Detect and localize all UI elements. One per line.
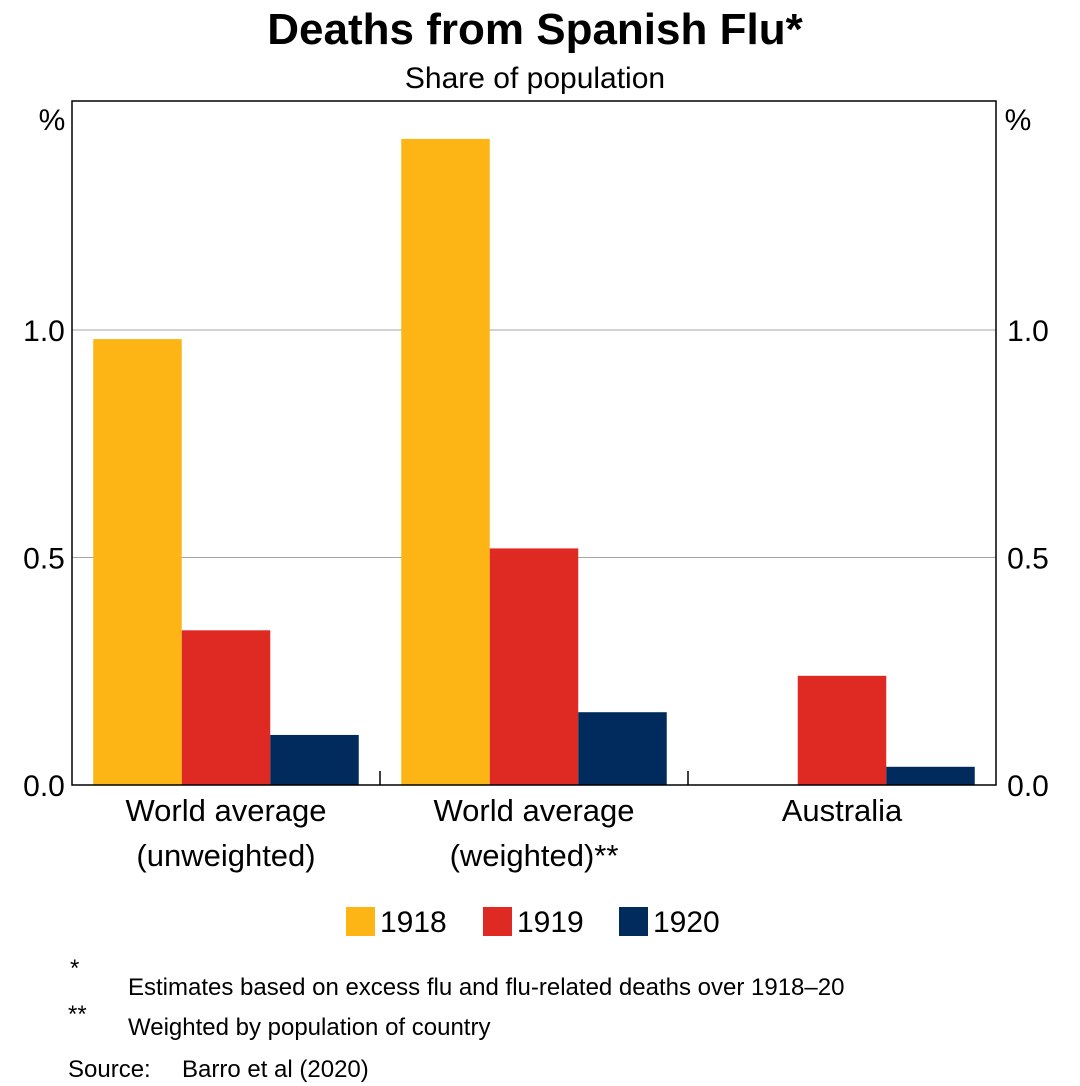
y-tick-label-left: 1.0: [23, 315, 65, 348]
source-text: Barro et al (2020): [182, 1056, 369, 1083]
category-label: (unweighted): [136, 838, 315, 873]
legend-label-1919: 1919: [517, 906, 584, 939]
footnotes: * Estimates based on excess flu and flu-…: [68, 955, 844, 1083]
y-tick-label-right: 1.0: [1007, 315, 1049, 348]
footnote-marker-2: **: [68, 1001, 87, 1028]
bar-1919-0: [181, 630, 271, 785]
y-axis-unit-right: %: [1005, 104, 1032, 137]
bar-1918-1: [401, 138, 490, 785]
category-label: Australia: [782, 793, 903, 828]
legend-swatch-1919: [483, 907, 512, 936]
legend-swatch-1918: [346, 907, 375, 936]
category-label: (weighted)**: [450, 838, 619, 873]
category-label: World average: [433, 793, 634, 828]
footnote-text-2: Weighted by population of country: [128, 1014, 490, 1041]
y-tick-label-right: 0.0: [1007, 770, 1049, 803]
y-tick-label-left: 0.5: [23, 543, 65, 576]
legend-swatch-1920: [619, 907, 648, 936]
bar-1919-2: [797, 675, 887, 785]
bar-1919-1: [489, 548, 579, 785]
bars: [93, 138, 975, 785]
gridlines: [72, 329, 996, 558]
source-label: Source:: [68, 1056, 151, 1083]
legend: 1918 1919 1920: [346, 906, 720, 939]
bar-1920-2: [886, 766, 975, 785]
plot-frame: [71, 100, 997, 786]
legend-label-1920: 1920: [653, 906, 720, 939]
axis-ticks: [379, 771, 689, 785]
y-tick-label-right: 0.5: [1007, 543, 1049, 576]
footnote-marker-1: *: [70, 955, 79, 982]
category-label: World average: [125, 793, 326, 828]
y-axis-unit-left: %: [39, 104, 66, 137]
chart-title: Deaths from Spanish Flu*: [267, 5, 803, 54]
chart-subtitle: Share of population: [405, 62, 665, 95]
bar-1920-1: [578, 712, 667, 785]
footnote-text-1: Estimates based on excess flu and flu-re…: [128, 974, 844, 1001]
legend-label-1918: 1918: [380, 906, 447, 939]
bar-1918-0: [93, 339, 182, 785]
y-tick-label-left: 0.0: [23, 770, 65, 803]
axis-labels: 0.0 0.0 0.5 0.5 1.0 1.0 World average (unweight…: [23, 315, 1049, 873]
bar-1920-0: [270, 734, 359, 785]
